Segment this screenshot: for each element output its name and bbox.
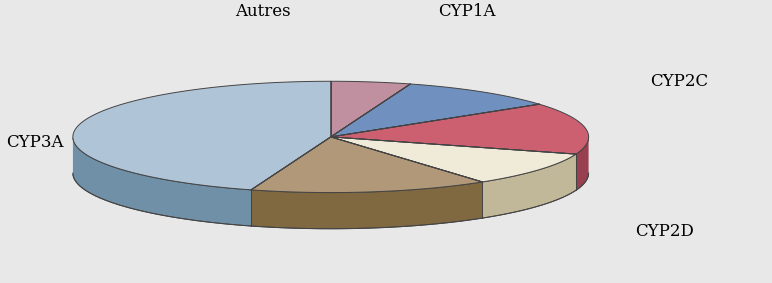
Polygon shape: [330, 137, 576, 182]
Polygon shape: [576, 137, 588, 190]
Text: CYP2D: CYP2D: [635, 223, 694, 240]
Polygon shape: [482, 154, 576, 218]
Polygon shape: [73, 81, 330, 190]
Text: CYP1A: CYP1A: [438, 3, 496, 20]
Polygon shape: [251, 137, 482, 192]
Text: CYP2C: CYP2C: [651, 73, 709, 90]
Text: Autres: Autres: [235, 3, 290, 20]
Polygon shape: [330, 84, 540, 137]
Text: CYP3A: CYP3A: [6, 134, 64, 151]
Polygon shape: [73, 138, 251, 226]
Polygon shape: [330, 81, 411, 137]
Polygon shape: [251, 182, 482, 229]
Polygon shape: [330, 104, 588, 154]
